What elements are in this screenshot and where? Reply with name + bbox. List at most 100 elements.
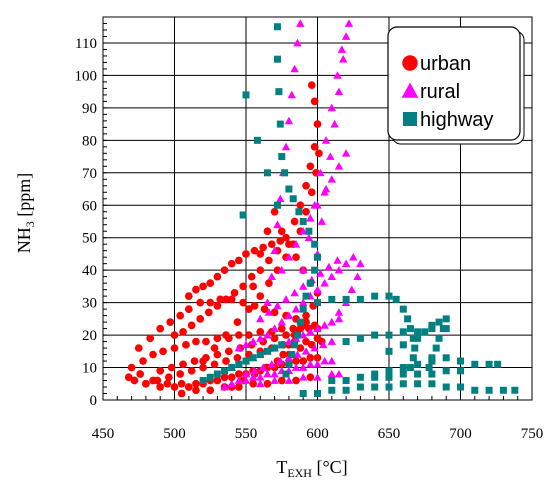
urban-point (270, 308, 279, 317)
y-tick-label: 100 (75, 68, 98, 84)
urban-point (239, 282, 247, 291)
rural-point (281, 142, 291, 151)
highway-point (328, 377, 336, 385)
rural-point (327, 317, 336, 326)
highway-point (471, 360, 479, 368)
highway-point (278, 153, 286, 161)
urban-point (224, 347, 233, 356)
legend-label-rural: rural (420, 81, 460, 103)
highway-point (273, 23, 281, 31)
legend-marker-urban (402, 55, 418, 71)
rural-point (327, 103, 336, 112)
series-highway (199, 23, 519, 398)
highway-point (392, 295, 400, 303)
rural-point (276, 194, 285, 203)
urban-point (134, 344, 143, 352)
rural-point (291, 240, 301, 248)
highway-point (296, 318, 304, 326)
highway-point (299, 217, 307, 225)
rural-point (306, 214, 315, 222)
highway-point (213, 370, 221, 378)
highway-point (485, 360, 493, 368)
rural-point (320, 321, 329, 329)
urban-point (192, 337, 200, 346)
rural-point (319, 340, 328, 349)
highway-point (414, 370, 422, 378)
urban-point (220, 373, 229, 382)
legend-box (387, 26, 521, 141)
highway-point (311, 240, 319, 248)
urban-point (130, 376, 139, 385)
rural-point (299, 282, 308, 290)
highway-point (511, 386, 519, 394)
urban-point (245, 331, 253, 339)
rural-point (320, 356, 329, 365)
rural-point (270, 324, 279, 332)
urban-point (227, 373, 236, 382)
y-tick-label: 10 (82, 361, 97, 377)
highway-point (421, 328, 429, 336)
urban-point (250, 302, 259, 310)
rural-point (349, 252, 358, 261)
urban-point (313, 120, 322, 128)
x-axis-label-main: T (276, 457, 287, 477)
rural-point (263, 369, 272, 378)
urban-point (156, 383, 165, 391)
highway-point (199, 377, 207, 385)
y-axis-label-unit: [ppm] (14, 173, 34, 222)
rural-point (334, 265, 344, 274)
rural-point (258, 363, 268, 371)
urban-point (306, 162, 315, 171)
urban-point (149, 350, 157, 359)
x-tick-label: 450 (92, 426, 115, 442)
highway-point (249, 354, 257, 362)
urban-point (213, 334, 222, 343)
urban-point (230, 289, 239, 297)
urban-point (213, 272, 222, 281)
rural-point (317, 217, 326, 225)
rural-point (313, 373, 322, 381)
highway-point (342, 338, 350, 346)
rural-point (337, 45, 347, 53)
rural-point (327, 272, 336, 281)
highway-point (221, 367, 229, 375)
highway-point (428, 370, 436, 378)
urban-point (176, 370, 185, 378)
urban-point (159, 347, 167, 356)
highway-point (414, 380, 422, 388)
rural-point (334, 308, 344, 316)
urban-point (166, 318, 175, 326)
x-axis-label-sub: EXH (287, 466, 312, 480)
urban-point (296, 344, 305, 352)
urban-point (187, 321, 196, 330)
highway-point (371, 331, 379, 339)
urban-point (279, 350, 288, 359)
urban-point (142, 379, 150, 388)
rural-point (256, 379, 265, 388)
rural-point (341, 259, 351, 268)
urban-point (176, 311, 185, 320)
highway-point (288, 351, 296, 359)
rural-point (270, 369, 279, 378)
urban-point (227, 259, 236, 268)
urban-point (263, 379, 272, 388)
urban-point (292, 253, 300, 262)
urban-point (177, 389, 186, 398)
rural-point (293, 38, 302, 47)
urban-point (277, 324, 286, 333)
legend-marker-rural (401, 82, 419, 98)
highway-point (399, 305, 407, 313)
urban-point (260, 305, 269, 313)
rural-point (234, 343, 244, 352)
urban-point (184, 383, 193, 391)
rural-point (296, 19, 305, 27)
urban-point (170, 331, 179, 339)
highway-point (399, 328, 407, 336)
highway-point (385, 292, 393, 300)
x-tick-label: 600 (306, 426, 329, 442)
urban-point (192, 386, 200, 395)
rural-point (326, 152, 335, 160)
urban-point (190, 357, 199, 365)
highway-point (273, 201, 281, 209)
